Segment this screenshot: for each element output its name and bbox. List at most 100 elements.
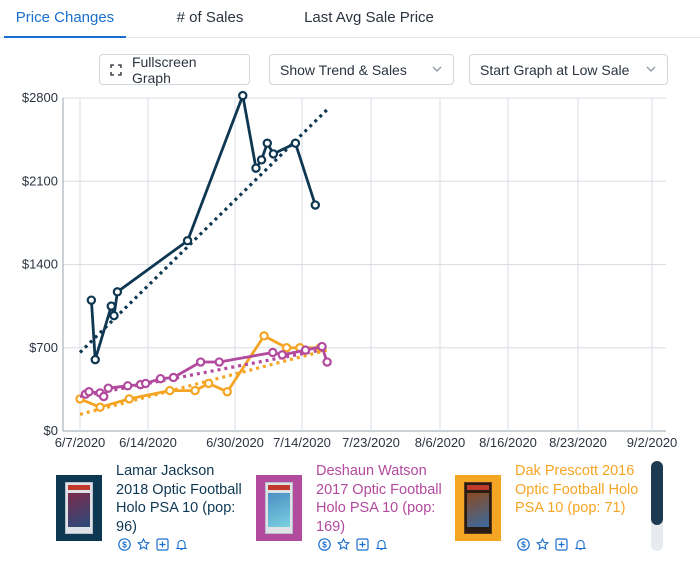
series-orange [75,331,328,416]
x-tick-label: 6/30/2020 [206,435,264,450]
bell-icon[interactable] [574,538,587,551]
x-tick-label: 8/6/2020 [415,435,466,450]
card-dak-prescott[interactable]: Dak Prescott 2016 Optic Football Holo PS… [455,455,650,573]
card-thumbnail [256,475,302,541]
data-point-magenta[interactable] [214,357,224,367]
card-title[interactable]: Deshaun Watson 2017 Optic Football Holo … [316,463,442,535]
expand-icon [110,63,122,76]
x-tick-label: 8/16/2020 [479,435,537,450]
chevron-down-icon [646,66,656,72]
data-point-orange[interactable] [203,378,214,389]
series-navy [78,90,328,365]
trend-line-navy [78,108,328,354]
x-tick-label: 7/14/2020 [273,435,331,450]
y-tick-label: $700 [29,340,58,355]
data-point-navy[interactable] [112,287,123,297]
data-point-magenta[interactable] [103,383,113,393]
data-point-magenta[interactable] [123,381,133,391]
data-point-orange[interactable] [259,331,269,341]
data-point-magenta[interactable] [99,391,109,402]
data-point-orange[interactable] [190,385,200,396]
y-tick-label: $2100 [22,173,58,188]
x-tick-label: 6/14/2020 [119,435,177,450]
star-icon[interactable] [337,538,350,551]
data-point-navy[interactable] [182,236,193,246]
tab-price-changes[interactable]: Price Changes [4,0,126,38]
data-point-navy[interactable] [310,200,321,210]
plus-square-icon[interactable] [156,538,169,551]
data-point-orange[interactable] [281,343,292,353]
tab-bar: Price Changes # of Sales Last Avg Sale P… [0,0,700,38]
data-point-magenta[interactable] [84,387,94,397]
chart-grid [62,97,666,432]
y-axis: $0 $700 $1400 $2100 $2800 [22,90,58,438]
card-actions: $ [318,538,388,551]
data-point-navy[interactable] [262,138,272,148]
data-point-magenta[interactable] [140,378,151,389]
card-thumbnail [56,475,102,541]
data-point-magenta[interactable] [277,350,287,360]
card-title[interactable]: Dak Prescott 2016 Optic Football Holo PS… [515,463,639,516]
bell-icon[interactable] [375,538,388,551]
card-actions: $ [118,538,188,551]
scrollbar-thumb[interactable] [651,461,663,525]
data-point-navy[interactable] [90,354,100,365]
bell-icon[interactable] [175,538,188,551]
fullscreen-graph-button[interactable]: Fullscreen Graph [99,53,250,86]
star-icon[interactable] [137,538,150,551]
plus-square-icon[interactable] [555,538,568,551]
plus-square-icon[interactable] [356,538,369,551]
trend-line-magenta [79,347,328,399]
start-graph-select[interactable]: Start Graph at Low Sale [469,54,668,85]
data-point-orange[interactable] [222,387,232,397]
price-chart: $0$700$1400$2100$2800 6/7/2020 6/14/2020 6… [22,90,678,450]
data-point-orange[interactable] [95,402,105,412]
data-point-magenta[interactable] [168,372,179,383]
start-graph-value: Start Graph at Low Sale [480,61,630,78]
data-point-navy[interactable] [238,90,248,101]
star-icon[interactable] [536,538,549,551]
card-deshaun-watson[interactable]: Deshaun Watson 2017 Optic Football Holo … [256,455,456,573]
data-point-magenta[interactable] [195,357,206,367]
fullscreen-graph-label: Fullscreen Graph [131,53,197,86]
data-point-magenta[interactable] [268,347,278,358]
data-point-navy[interactable] [109,310,119,321]
y-tick-label: $0 [44,423,58,438]
data-point-navy[interactable] [268,149,279,159]
data-point-magenta[interactable] [300,345,311,355]
dollar-icon[interactable]: $ [118,538,131,551]
svg-text:$: $ [322,540,327,550]
dollar-icon[interactable]: $ [318,538,331,551]
x-tick-label: 7/23/2020 [342,435,400,450]
card-list: Lamar Jackson 2018 Optic Football Holo P… [0,455,700,573]
chart-series [75,90,332,416]
data-point-navy[interactable] [86,295,97,305]
x-tick-label: 6/7/2020 [55,435,106,450]
series-line-navy [90,94,317,361]
y-tick-label: $2800 [22,90,58,105]
data-point-magenta[interactable] [317,341,327,352]
data-point-orange[interactable] [124,394,134,404]
card-lamar-jackson[interactable]: Lamar Jackson 2018 Optic Football Holo P… [56,455,256,573]
y-tick-label: $1400 [22,257,58,272]
series-magenta [79,341,332,402]
data-point-orange[interactable] [165,385,175,396]
svg-text:$: $ [521,540,526,550]
data-point-magenta[interactable] [322,357,332,367]
card-actions: $ [517,538,587,551]
data-point-navy[interactable] [290,138,301,148]
data-point-navy[interactable] [106,301,116,311]
data-point-navy[interactable] [256,155,267,165]
trend-sales-value: Show Trend & Sales [280,61,407,78]
card-thumbnail [455,475,501,541]
x-tick-label: 9/2/2020 [627,435,678,450]
tab-number-of-sales[interactable]: # of Sales [176,9,244,26]
x-axis: 6/7/2020 6/14/2020 6/30/2020 7/14/2020 7/23/… [55,435,678,450]
data-point-magenta[interactable] [155,373,166,384]
dollar-icon[interactable]: $ [517,538,530,551]
tab-last-avg-sale-price[interactable]: Last Avg Sale Price [304,9,434,26]
card-title[interactable]: Lamar Jackson 2018 Optic Football Holo P… [116,463,242,535]
data-point-navy[interactable] [251,163,261,173]
chevron-down-icon [432,66,442,72]
trend-sales-select[interactable]: Show Trend & Sales [269,54,454,85]
